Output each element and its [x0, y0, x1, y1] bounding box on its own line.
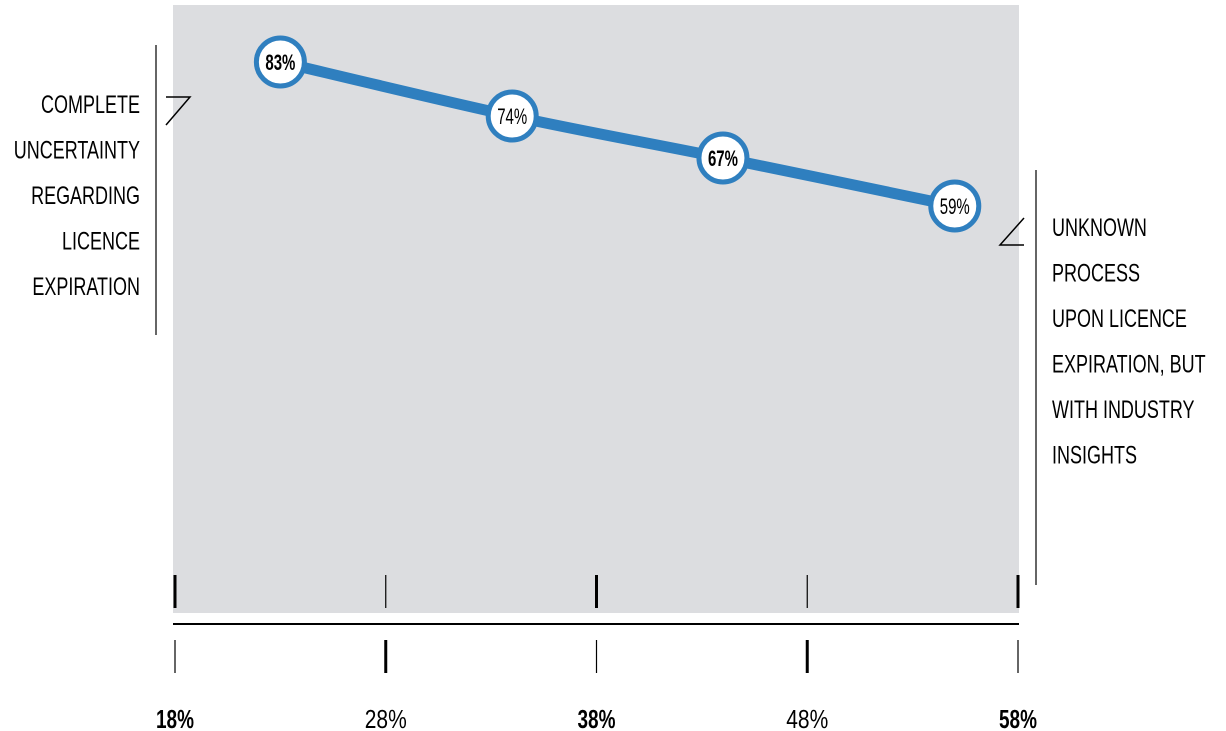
annotation-line: COMPLETE: [41, 90, 140, 119]
x-tick-label: 58%: [999, 704, 1037, 731]
data-label: 67%: [708, 146, 738, 171]
left-annotation: COMPLETE UNCERTAINTY REGARDING LICENCE EXPIR…: [14, 90, 141, 301]
annotation-line: EXPIRATION: [32, 272, 140, 301]
annotation-line: WITH INDUSTRY: [1052, 395, 1195, 424]
data-markers: 83% 74% 67% 59%: [253, 35, 982, 233]
plot-bottom-ticks: [173, 575, 1020, 608]
x-tick-label: 28%: [365, 704, 407, 731]
left-annotation-pointer: [165, 96, 192, 126]
x-tick-label: 48%: [786, 704, 828, 731]
plot-background: [173, 5, 1019, 613]
data-label: 83%: [265, 50, 295, 75]
annotation-line: INSIGHTS: [1052, 441, 1137, 470]
x-tick-label: 18%: [156, 704, 194, 731]
right-annotation: UNKNOWN PROCESS UPON LICENCE EXPIRATION, BU…: [1052, 213, 1206, 469]
annotation-line: EXPIRATION, BUT: [1052, 350, 1206, 379]
data-label: 59%: [940, 194, 970, 219]
data-point: [253, 35, 307, 89]
data-label: 74%: [497, 104, 527, 129]
annotation-line: UPON LICENCE: [1052, 304, 1187, 333]
x-axis-tick-labels: 18% 28% 38% 48% 58%: [156, 704, 1037, 731]
right-annotation-pointer: [998, 217, 1025, 246]
series-line: [274, 56, 961, 212]
annotation-line: PROCESS: [1052, 259, 1140, 288]
data-point: [928, 179, 982, 233]
x-tick-label: 38%: [578, 704, 616, 731]
annotation-line: UNCERTAINTY: [14, 136, 141, 165]
x-axis-ticks: [174, 640, 1019, 673]
data-point: [696, 131, 750, 185]
annotation-line: LICENCE: [62, 227, 140, 256]
annotation-line: REGARDING: [31, 181, 140, 210]
annotation-line: UNKNOWN: [1052, 213, 1147, 242]
data-point: [485, 89, 539, 143]
